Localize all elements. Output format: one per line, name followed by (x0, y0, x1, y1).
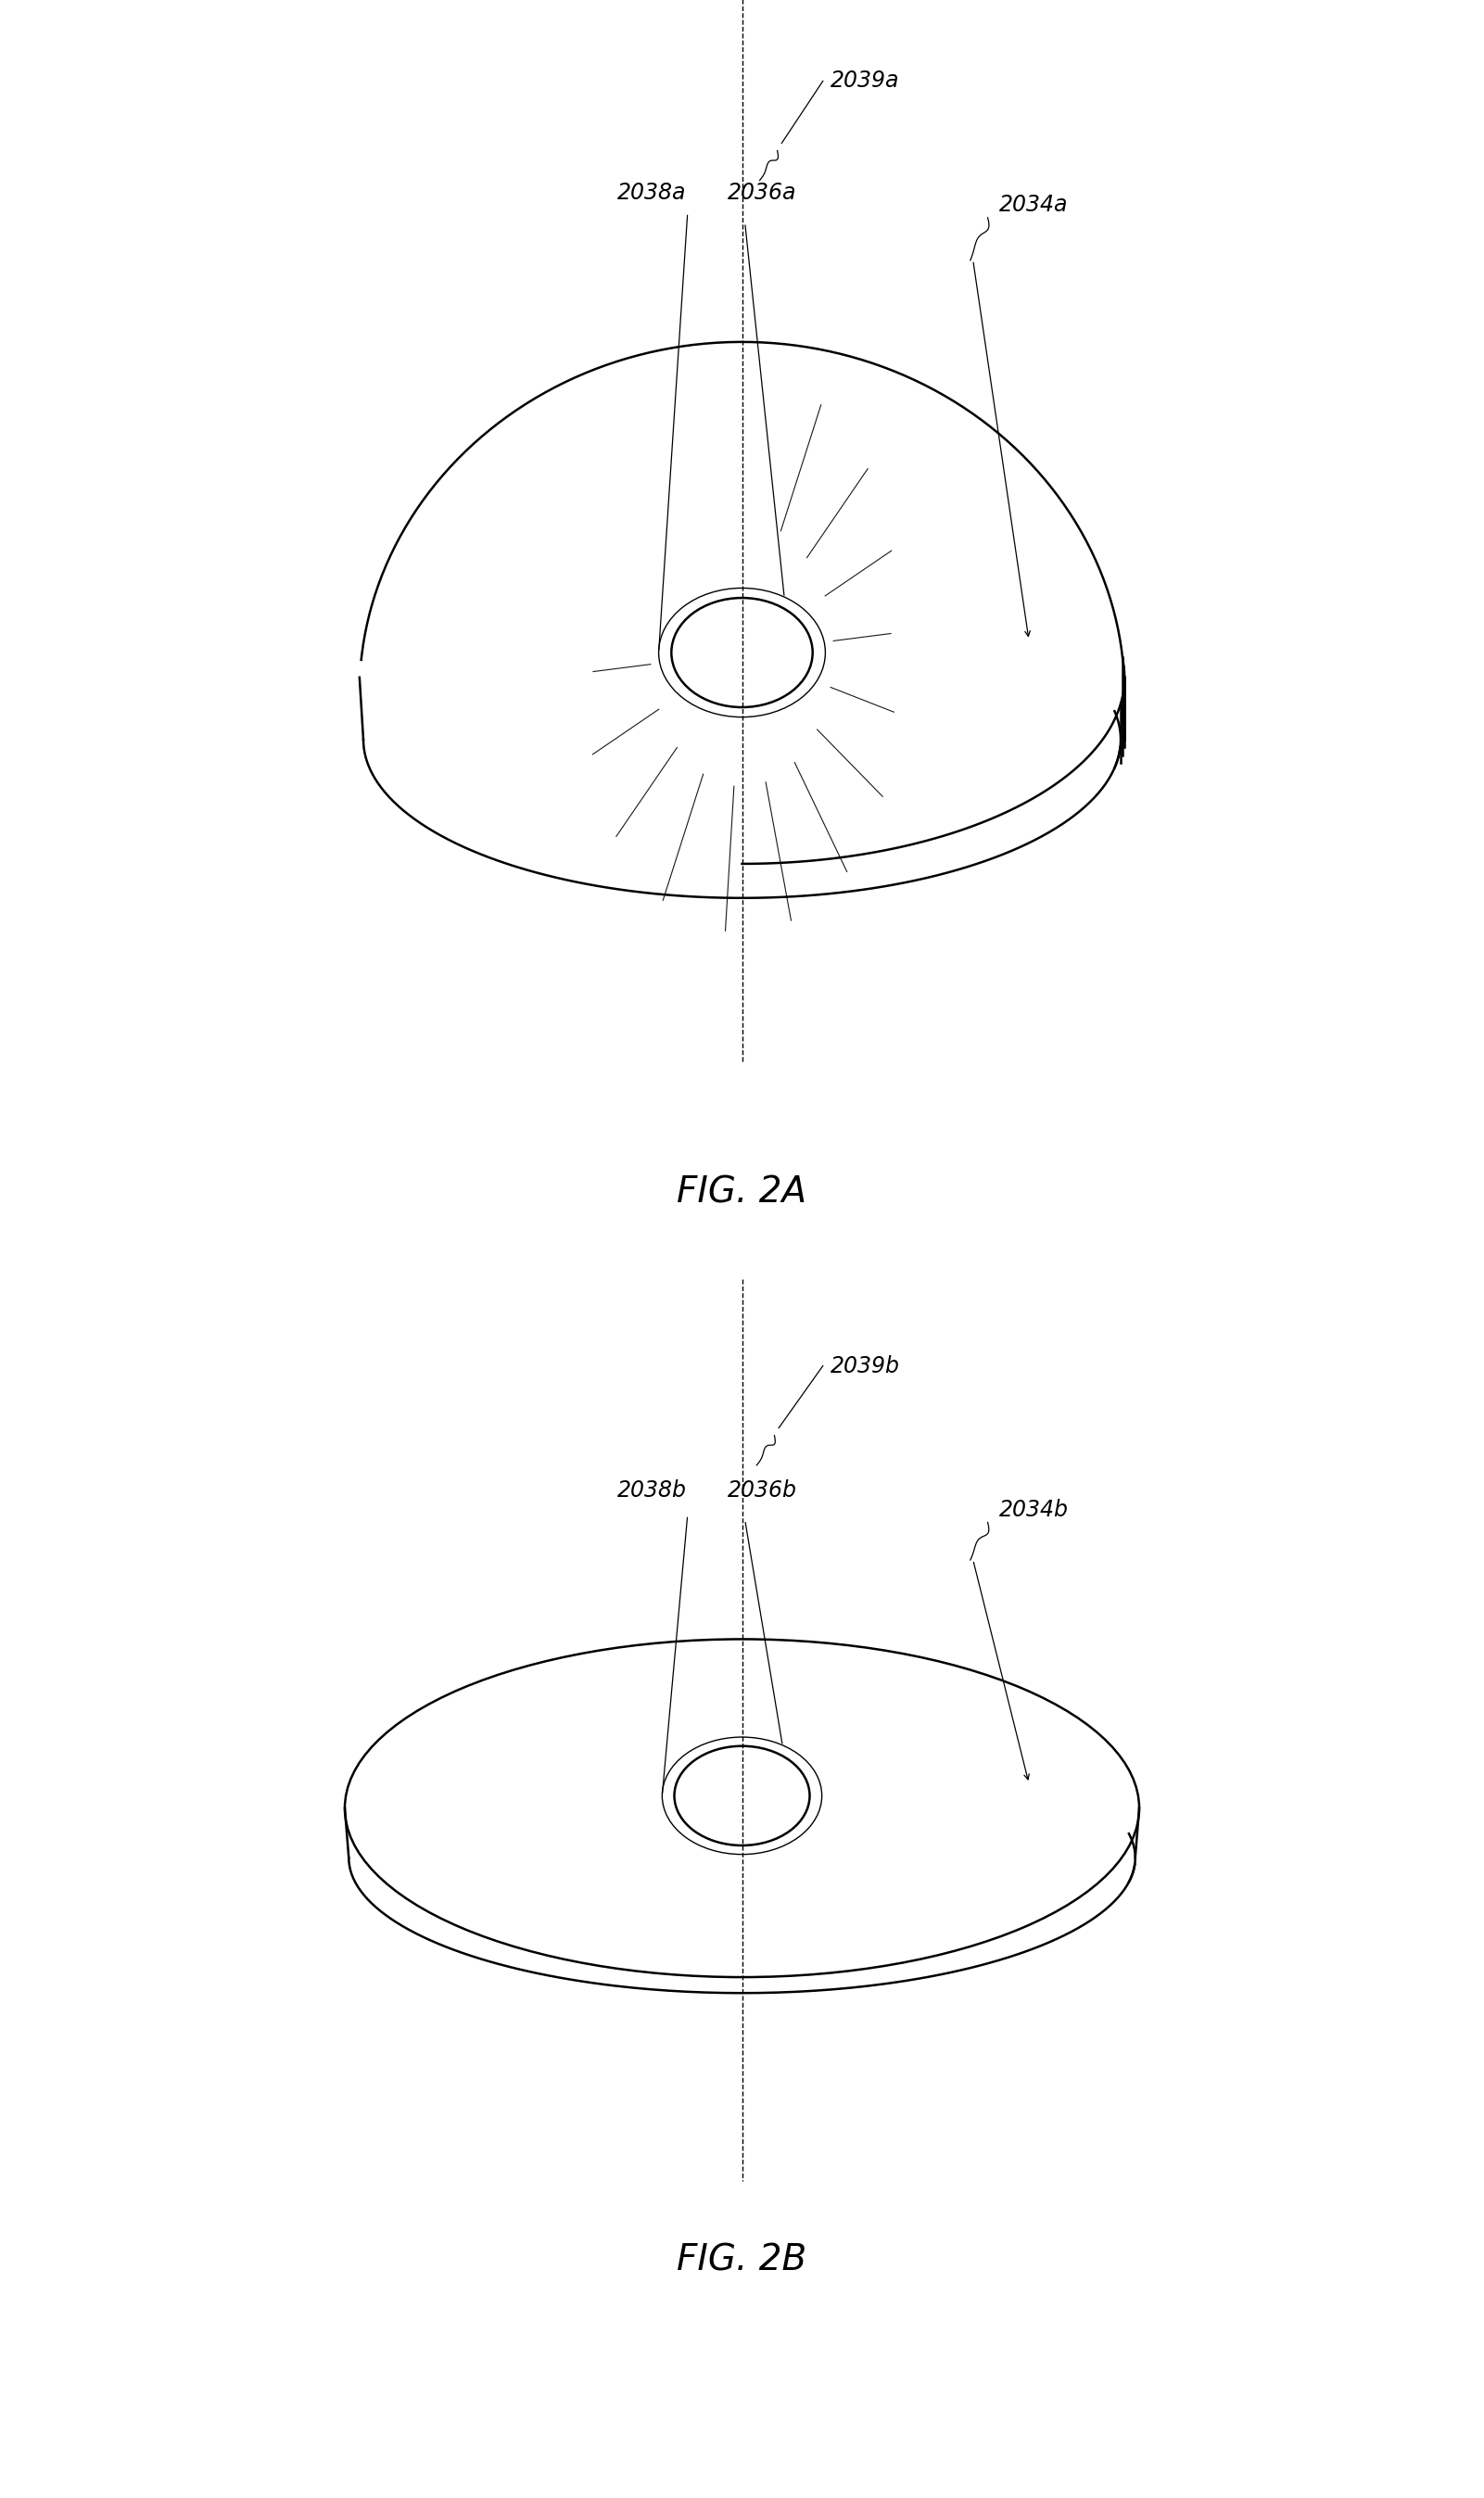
Text: FIG. 2B: FIG. 2B (677, 2243, 807, 2278)
Text: 2039a: 2039a (830, 70, 899, 92)
Text: 2036a: 2036a (727, 182, 797, 205)
Text: 2038a: 2038a (617, 182, 686, 205)
Text: 2038b: 2038b (617, 1479, 687, 1501)
Text: 2036b: 2036b (727, 1479, 797, 1501)
Text: 2039b: 2039b (830, 1354, 899, 1376)
Text: FIG. 2A: FIG. 2A (677, 1174, 807, 1209)
Text: 2034b: 2034b (999, 1499, 1068, 1521)
Text: 2034a: 2034a (999, 195, 1068, 217)
